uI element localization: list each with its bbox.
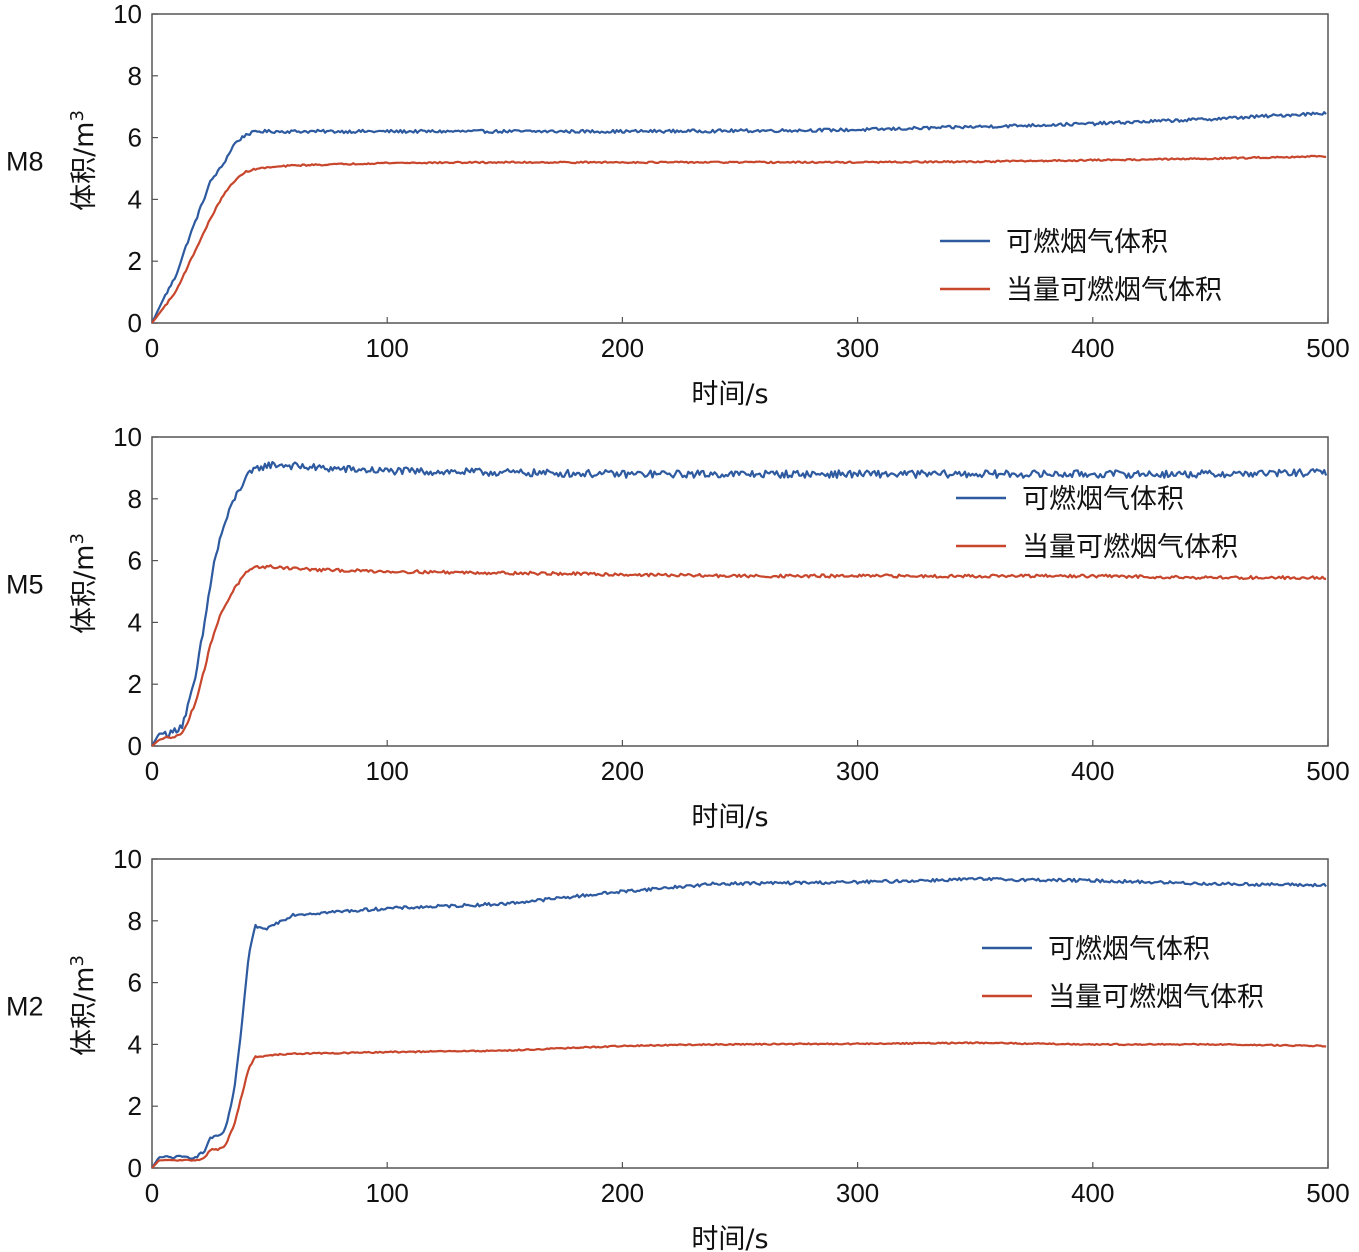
legend-label-1: 可燃烟气体积 xyxy=(1006,227,1168,258)
x-tick-label: 500 xyxy=(1306,756,1349,786)
y-tick-label: 10 xyxy=(113,422,142,452)
y-tick-label: 6 xyxy=(128,968,142,998)
series-line-2 xyxy=(151,1041,1327,1169)
legend-label-1: 可燃烟气体积 xyxy=(1022,484,1184,515)
y-axis-label-superscript: 3 xyxy=(67,110,88,121)
y-axis-label: 体积/m3 xyxy=(67,110,100,211)
x-axis-label: 时间/s xyxy=(691,1224,768,1252)
legend-label-2: 当量可燃烟气体积 xyxy=(1006,275,1222,306)
x-tick-label: 200 xyxy=(601,1178,644,1208)
y-axis-label-text: 体积/m xyxy=(69,545,100,634)
y-axis-label-superscript: 3 xyxy=(67,955,88,966)
y-axis-label: 体积/m3 xyxy=(67,533,100,634)
y-axis-label: 体积/m3 xyxy=(67,955,100,1056)
x-tick-label: 0 xyxy=(145,756,159,786)
x-tick-label: 0 xyxy=(145,1178,159,1208)
panel-label: M2 xyxy=(6,992,44,1022)
y-axis-label-text: 体积/m xyxy=(69,122,100,211)
y-tick-label: 2 xyxy=(128,669,142,699)
x-tick-label: 100 xyxy=(366,333,409,363)
x-tick-label: 400 xyxy=(1071,333,1114,363)
series-line-1 xyxy=(151,111,1327,324)
x-tick-label: 500 xyxy=(1306,333,1349,363)
y-tick-label: 6 xyxy=(128,546,142,576)
y-tick-label: 0 xyxy=(128,1153,142,1183)
series-line-1 xyxy=(151,876,1327,1169)
y-tick-label: 10 xyxy=(113,0,142,29)
y-tick-label: 2 xyxy=(128,246,142,276)
plot-frame xyxy=(151,858,1329,1169)
series-line-2 xyxy=(151,564,1327,747)
x-tick-label: 200 xyxy=(601,756,644,786)
panel-label: M5 xyxy=(6,570,44,600)
plot-frame xyxy=(151,436,1329,747)
x-tick-label: 100 xyxy=(366,1178,409,1208)
x-tick-label: 100 xyxy=(366,756,409,786)
y-tick-label: 0 xyxy=(128,731,142,761)
x-axis-label: 时间/s xyxy=(691,379,768,410)
x-tick-label: 200 xyxy=(601,333,644,363)
legend-label-1: 可燃烟气体积 xyxy=(1048,934,1210,965)
panel-label: M8 xyxy=(6,147,44,177)
y-tick-label: 4 xyxy=(128,1029,142,1059)
y-tick-label: 4 xyxy=(128,184,142,214)
x-axis-label: 时间/s xyxy=(691,802,768,833)
series-line-2 xyxy=(151,154,1327,324)
y-tick-label: 8 xyxy=(128,61,142,91)
x-tick-label: 400 xyxy=(1071,756,1114,786)
y-axis-label-superscript: 3 xyxy=(67,533,88,544)
legend-label-2: 当量可燃烟气体积 xyxy=(1022,532,1238,563)
x-tick-label: 300 xyxy=(836,1178,879,1208)
y-axis-label-text: 体积/m xyxy=(69,967,100,1056)
y-tick-label: 10 xyxy=(113,844,142,874)
y-tick-label: 6 xyxy=(128,123,142,153)
series-line-1 xyxy=(151,460,1328,747)
y-tick-label: 8 xyxy=(128,484,142,514)
x-tick-label: 500 xyxy=(1306,1178,1349,1208)
x-tick-label: 0 xyxy=(145,333,159,363)
y-tick-label: 8 xyxy=(128,906,142,936)
x-tick-label: 300 xyxy=(836,756,879,786)
x-tick-label: 300 xyxy=(836,333,879,363)
legend-label-2: 当量可燃烟气体积 xyxy=(1048,982,1264,1013)
y-tick-label: 0 xyxy=(128,308,142,338)
y-tick-label: 2 xyxy=(128,1091,142,1121)
plot-frame xyxy=(151,13,1329,324)
x-tick-label: 400 xyxy=(1071,1178,1114,1208)
y-tick-label: 4 xyxy=(128,607,142,637)
